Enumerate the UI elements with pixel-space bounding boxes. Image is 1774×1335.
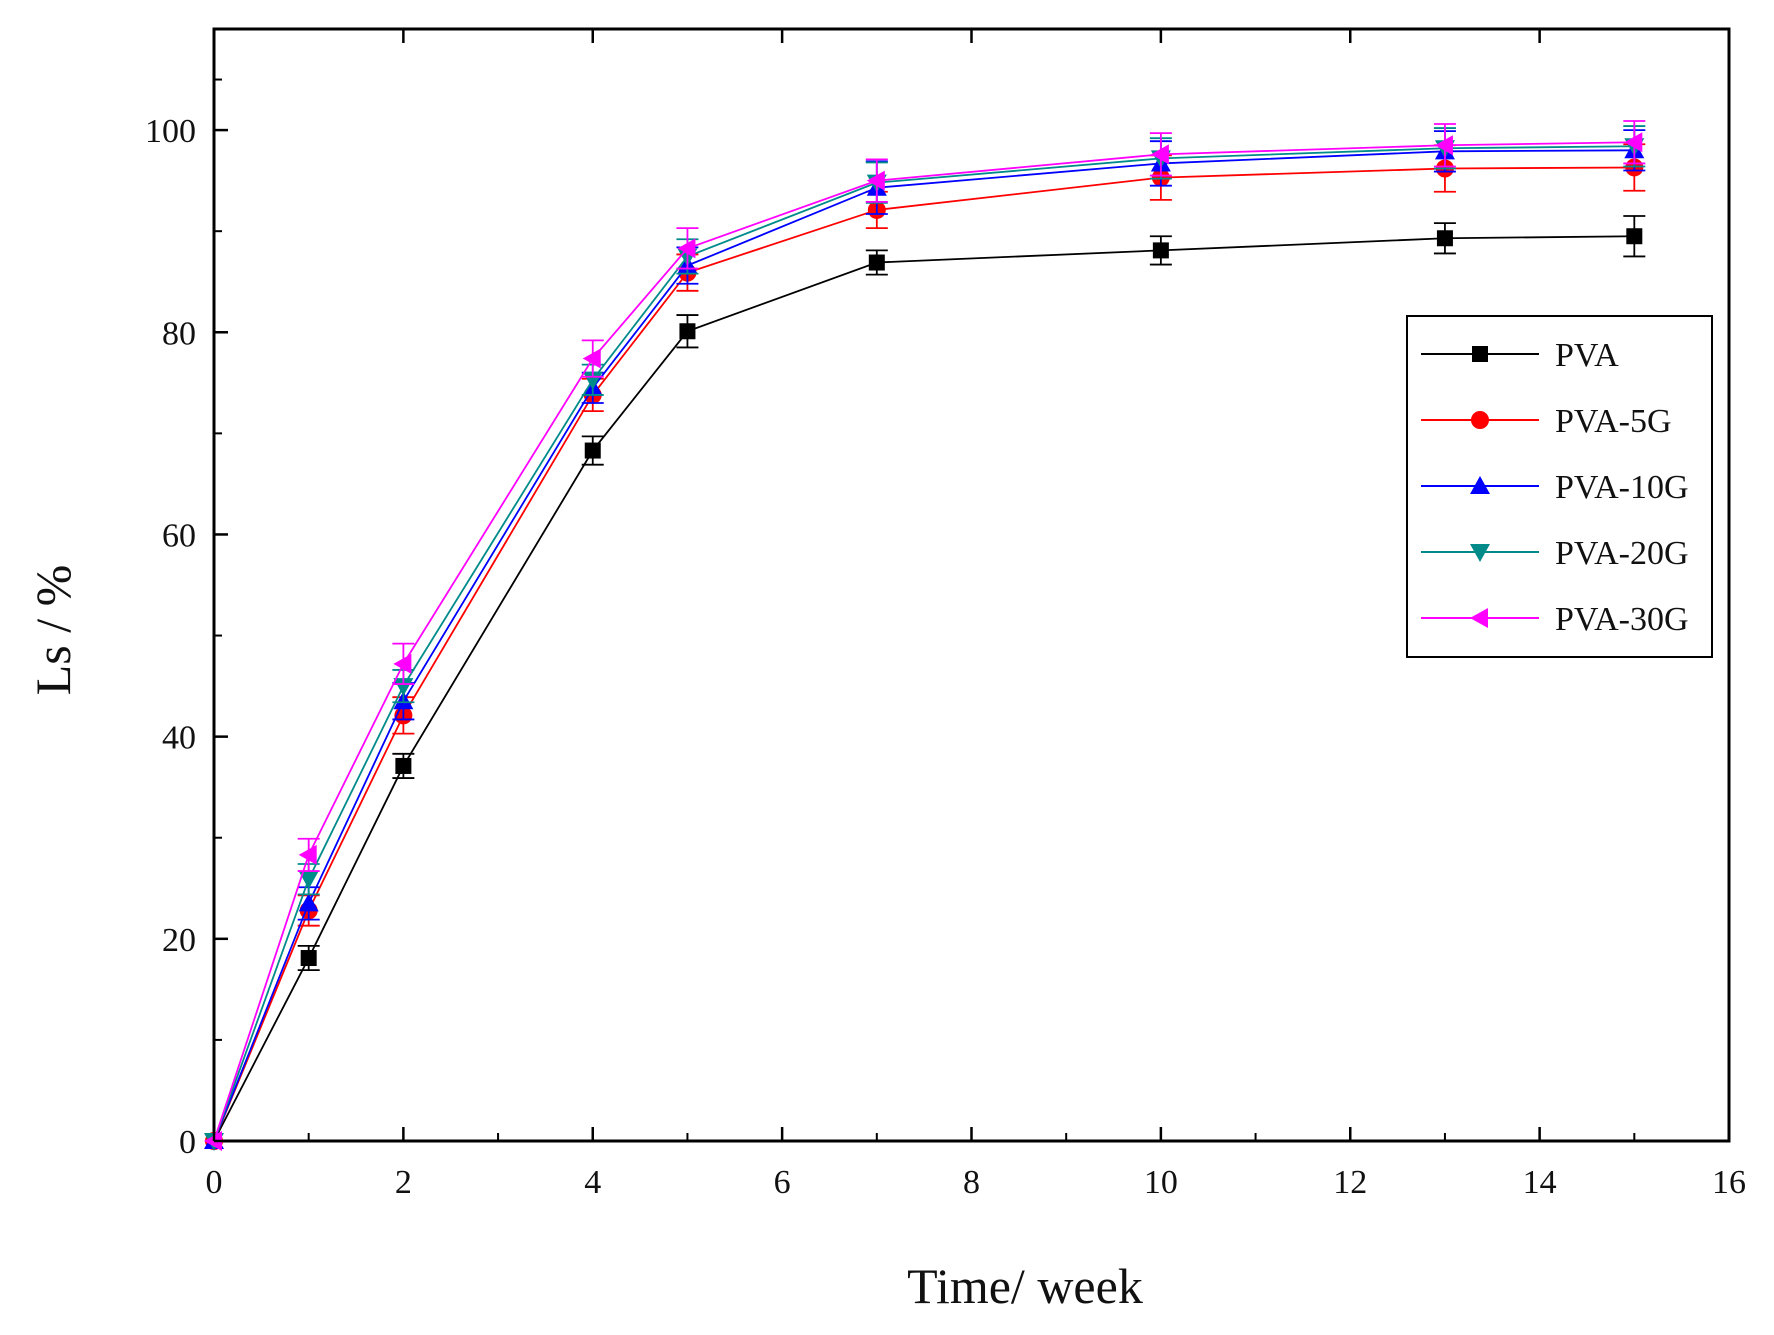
data-point (298, 844, 317, 865)
x-tick-label: 14 (1523, 1164, 1557, 1201)
series-pva-30g (204, 120, 1646, 1151)
x-tick-label: 8 (963, 1164, 980, 1201)
x-tick-label: 2 (395, 1164, 412, 1201)
legend-label: PVA (1555, 337, 1619, 374)
data-point (1436, 230, 1453, 247)
x-axis-title: Time/ week (907, 1258, 1143, 1314)
data-point (298, 871, 319, 890)
x-tick-label: 6 (774, 1164, 791, 1201)
x-tick-label: 12 (1333, 1164, 1367, 1201)
legend-label: PVA-5G (1555, 403, 1672, 440)
data-point (582, 348, 601, 369)
data-point (395, 757, 412, 774)
legend-label: PVA-10G (1555, 469, 1689, 506)
y-tick-label: 40 (162, 720, 196, 757)
data-point (868, 254, 885, 271)
data-point (584, 442, 601, 459)
data-point (1434, 135, 1453, 156)
legend-label: PVA-20G (1555, 535, 1689, 572)
series-pva (206, 215, 1646, 1149)
legend-marker (1471, 411, 1489, 429)
legend: PVA PVA-5G PVA-10G PVA-20G PVA-30G (1406, 315, 1713, 658)
legend-marker (1470, 544, 1490, 562)
legend-marker (1470, 476, 1490, 494)
legend-marker (1470, 608, 1488, 628)
legend-label: PVA-30G (1555, 601, 1689, 638)
data-point (677, 238, 696, 259)
data-point (1624, 132, 1643, 153)
x-tick-label: 16 (1712, 1164, 1746, 1201)
data-point (1626, 228, 1643, 245)
data-point (300, 950, 317, 967)
x-tick-label: 4 (584, 1164, 601, 1201)
data-point (679, 323, 696, 340)
y-tick-label: 100 (145, 113, 196, 150)
data-point (1150, 144, 1169, 165)
data-point (866, 170, 885, 191)
y-axis-title: Ls / % (25, 565, 81, 696)
data-point (298, 893, 319, 912)
data-point (393, 653, 412, 674)
y-tick-label: 20 (162, 922, 196, 959)
data-point (1152, 242, 1169, 259)
x-tick-label: 0 (206, 1164, 223, 1201)
y-tick-label: 60 (162, 517, 196, 554)
y-tick-label: 0 (179, 1124, 196, 1161)
data-point (393, 678, 414, 697)
x-tick-label: 10 (1144, 1164, 1178, 1201)
y-tick-label: 80 (162, 315, 196, 352)
legend-marker (1472, 346, 1488, 362)
